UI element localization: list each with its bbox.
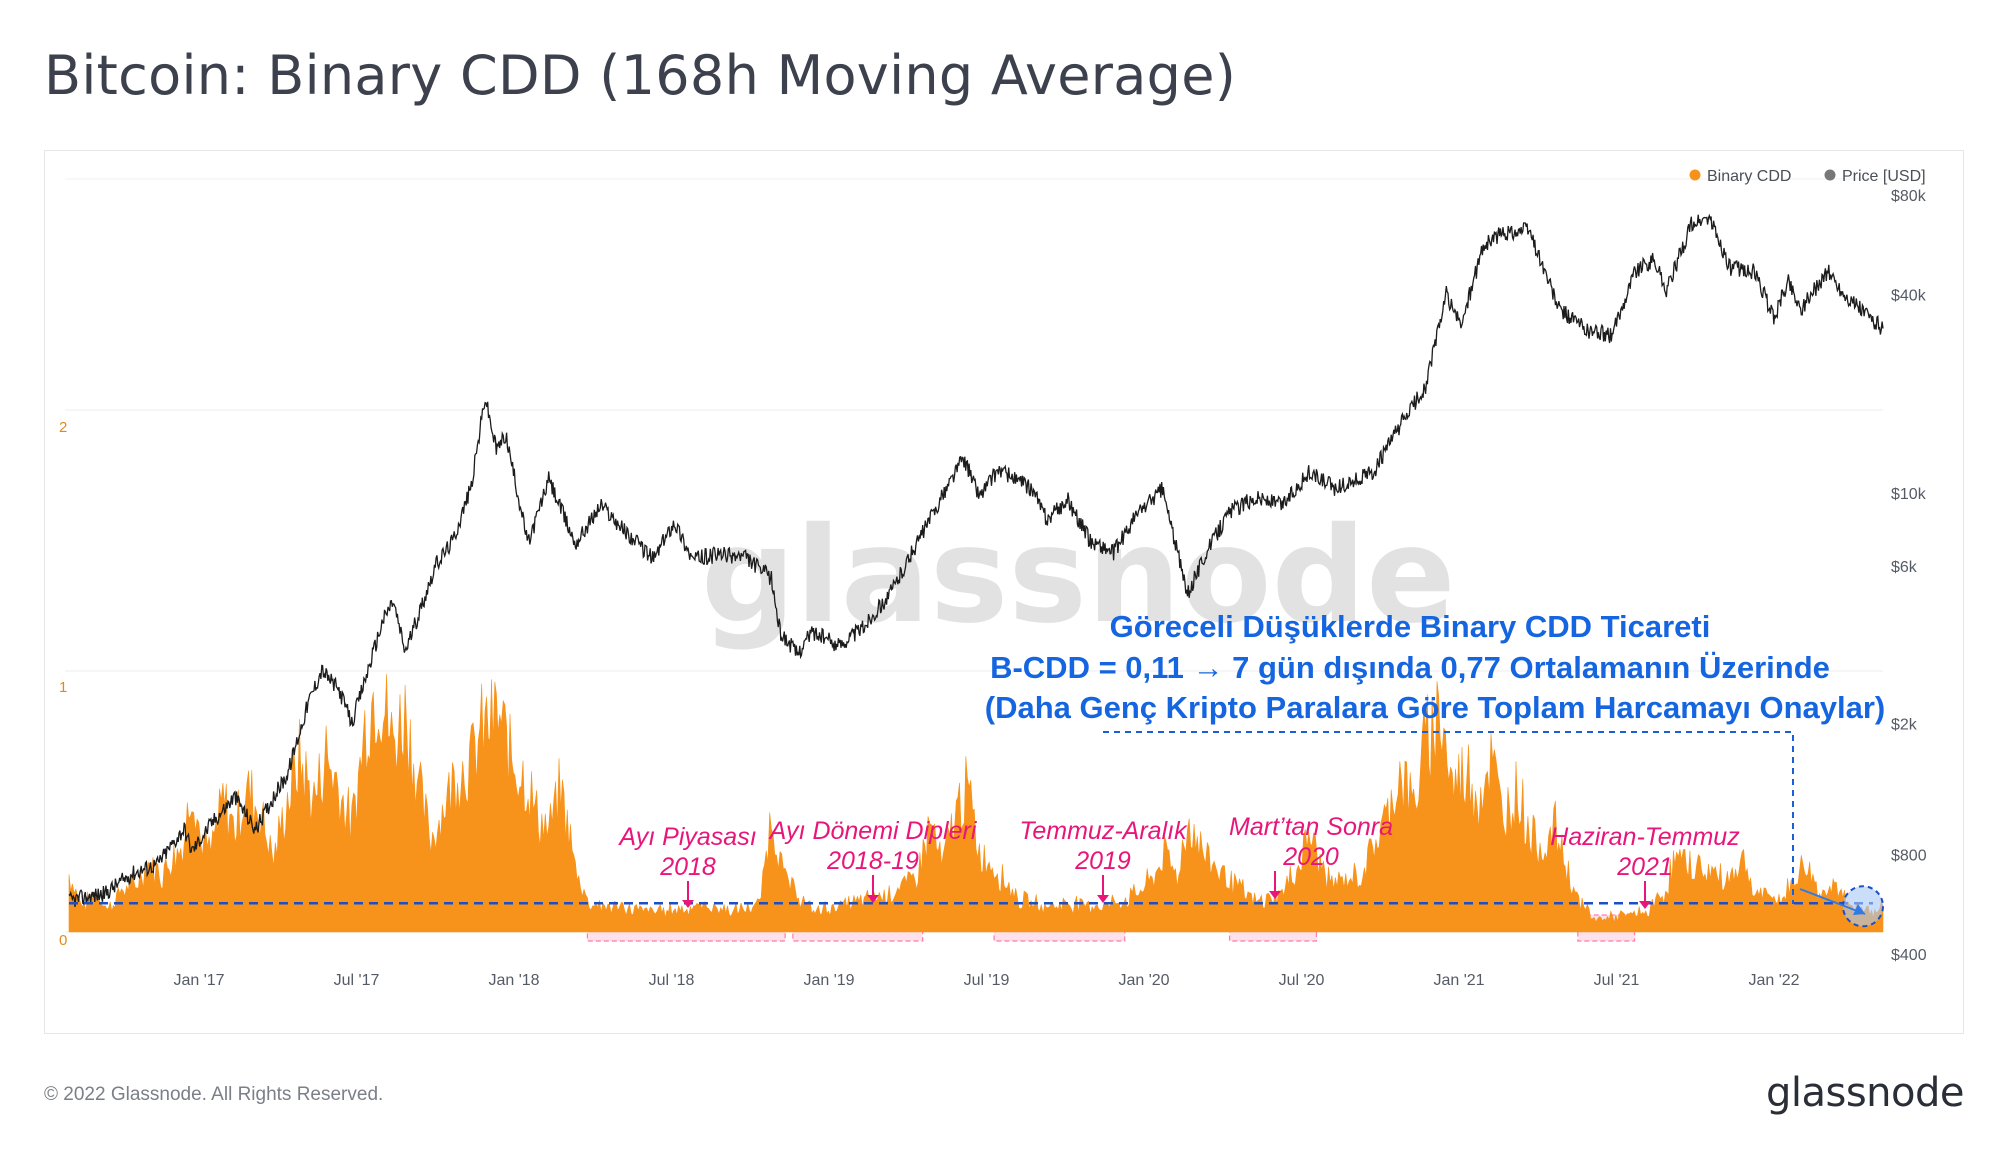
right-tick-0: $400: [1891, 947, 1927, 964]
note-connector: [1103, 731, 1794, 904]
x-tick-7: Jul '20: [1279, 972, 1325, 989]
chart-legend[interactable]: Binary CDD Price [USD]: [1689, 168, 1926, 185]
annotation-arrow-head-4: [1639, 901, 1651, 909]
right-tick-4: $10k: [1891, 486, 1927, 503]
annotation-label-0: Ayı Piyasası: [617, 823, 756, 851]
annotation-arrow-head-3: [1269, 891, 1281, 899]
note-line-0: Göreceli Düşüklerde Binary CDD Ticareti: [1110, 609, 1711, 644]
glassnode-logo[interactable]: glassnode: [1765, 1070, 1965, 1116]
left-tick-1: 1: [59, 679, 67, 696]
annotation-year-0: 2018: [659, 853, 716, 881]
chart-panel: glassnode Ayı Piyasası 2018 Ayı Dönemi Dip…: [44, 150, 1964, 1034]
trend-arrow-line: [1799, 888, 1866, 915]
axes: Jan '17 Jul '17 Jan '18 Jul '18 Jan '19 Jul '…: [59, 188, 1927, 989]
right-tick-5: $40k: [1891, 287, 1927, 304]
annotation-year-1: 2018-19: [826, 847, 919, 875]
right-tick-1: $800: [1891, 848, 1927, 865]
legend-dot-1: [1824, 169, 1836, 181]
x-tick-3: Jul '18: [649, 972, 695, 989]
annotation-year-2: 2019: [1074, 847, 1131, 875]
price-line: [68, 213, 1884, 907]
annotation-arrow-head-1: [867, 895, 879, 903]
x-tick-8: Jan '21: [1433, 972, 1484, 989]
x-tick-10: Jan '22: [1748, 972, 1799, 989]
left-tick-0: 0: [59, 932, 67, 949]
right-tick-6: $80k: [1891, 188, 1927, 205]
right-tick-3: $6k: [1891, 559, 1918, 576]
page-title: Bitcoin: Binary CDD (168h Moving Average…: [44, 44, 1237, 107]
x-tick-9: Jul '21: [1594, 972, 1640, 989]
annotation-label-3: Mart’tan Sonra: [1229, 813, 1393, 841]
left-tick-2: 2: [59, 419, 67, 436]
x-tick-0: Jan '17: [173, 972, 224, 989]
note-line-2: (Daha Genç Kripto Paralara Göre Toplam H…: [985, 690, 1885, 725]
legend-label-1: Price [USD]: [1842, 168, 1926, 185]
binary-cdd-series: [68, 674, 1884, 933]
x-tick-1: Jul '17: [334, 972, 380, 989]
note-layer: Göreceli Düşüklerde Binary CDD Ticareti B…: [985, 609, 1885, 904]
copyright-text: © 2022 Glassnode. All Rights Reserved.: [44, 1084, 384, 1105]
annotation-label-2: Temmuz-Aralık: [1019, 817, 1188, 845]
binary-cdd-area: [68, 674, 1884, 933]
recent-value-circle: [1842, 885, 1884, 928]
x-tick-2: Jan '18: [488, 972, 539, 989]
average-line-layer: [69, 885, 1884, 928]
annotation-year-3: 2020: [1282, 843, 1339, 871]
legend-label-0: Binary CDD: [1707, 168, 1791, 185]
price-series: [68, 213, 1884, 907]
right-tick-2: $2k: [1891, 716, 1918, 733]
annotation-year-4: 2021: [1616, 853, 1673, 881]
x-tick-6: Jan '20: [1118, 972, 1169, 989]
x-tick-4: Jan '19: [803, 972, 854, 989]
annotation-arrow-head-0: [682, 900, 694, 908]
annotation-label-4: Haziran-Temmuz: [1550, 823, 1740, 851]
annotation-label-1: Ayı Dönemi Dipleri: [768, 817, 978, 845]
x-tick-5: Jul '19: [964, 972, 1010, 989]
note-line-1: B-CDD = 0,11 → 7 gün dışında 0,77 Ortala…: [990, 650, 1830, 685]
annotation-arrow-head-2: [1097, 895, 1109, 903]
legend-dot-0: [1689, 169, 1701, 181]
trend-arrow-head: [1853, 904, 1865, 915]
